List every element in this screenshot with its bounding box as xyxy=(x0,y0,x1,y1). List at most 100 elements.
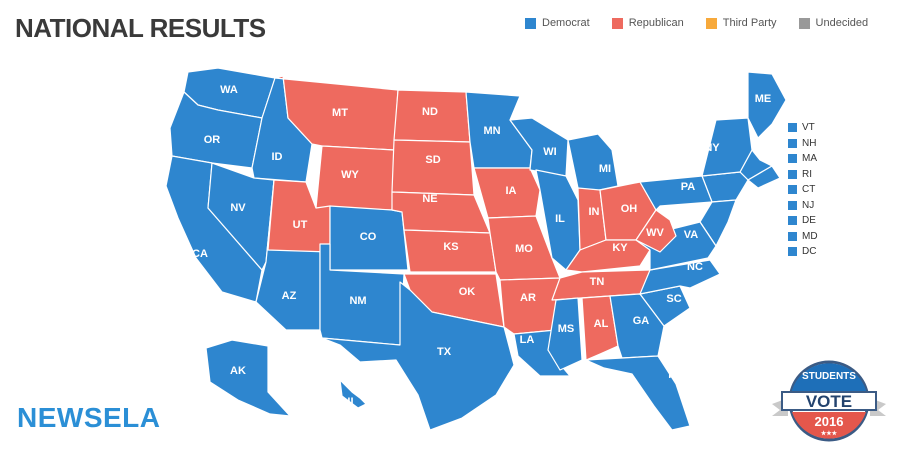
small-state-dc[interactable]: DC xyxy=(788,244,818,260)
legend-item-democrat: Democrat xyxy=(525,17,590,29)
small-state-swatch xyxy=(788,231,797,241)
small-state-ri[interactable]: RI xyxy=(788,167,818,183)
state-label-wa: WA xyxy=(220,84,238,96)
state-label-hi: HI xyxy=(343,396,354,408)
students-vote-2016-badge: STUDENTS VOTE 2016 ★★★ xyxy=(772,360,886,442)
state-fl[interactable] xyxy=(585,355,691,431)
state-label-oh: OH xyxy=(621,203,638,215)
state-label-ak: AK xyxy=(230,365,246,377)
state-label-wi: WI xyxy=(543,146,556,158)
state-label-ga: GA xyxy=(633,315,650,327)
state-label-tn: TN xyxy=(590,276,605,288)
state-label-in: IN xyxy=(589,206,600,218)
legend-item-republican: Republican xyxy=(611,17,684,29)
state-label-me: ME xyxy=(755,93,772,105)
state-ia[interactable] xyxy=(473,167,541,219)
state-label-tx: TX xyxy=(437,346,452,358)
state-hi[interactable] xyxy=(339,379,367,409)
state-label-mn: MN xyxy=(483,125,500,137)
newsela-logo: NEWSELA xyxy=(17,402,161,433)
state-label-or: OR xyxy=(204,134,221,146)
state-label-id: ID xyxy=(272,151,283,163)
state-label-sc: SC xyxy=(666,293,681,305)
small-state-label: NH xyxy=(802,137,817,149)
state-tx[interactable] xyxy=(321,281,515,431)
state-ak[interactable] xyxy=(205,339,291,417)
small-state-swatch xyxy=(788,138,797,148)
legend-label-republican: Republican xyxy=(628,17,684,29)
state-label-il: IL xyxy=(555,213,565,225)
small-states-list: VT NH MA RI CT NJ DE MD DC xyxy=(788,120,818,260)
legend-swatch-third-party xyxy=(705,17,717,29)
badge-year-text: 2016 xyxy=(815,414,844,429)
small-state-label: MA xyxy=(802,153,817,165)
legend: Democrat Republican Third Party Undecide… xyxy=(525,17,868,29)
small-state-nh[interactable]: NH xyxy=(788,136,818,152)
state-ms[interactable] xyxy=(547,297,583,371)
state-label-pa: PA xyxy=(681,181,696,193)
small-state-md[interactable]: MD xyxy=(788,229,818,245)
state-label-ks: KS xyxy=(443,241,458,253)
state-label-az: AZ xyxy=(282,290,297,302)
state-label-al: AL xyxy=(594,318,609,330)
state-label-nd: ND xyxy=(422,106,438,118)
small-state-swatch xyxy=(788,216,797,226)
state-ne[interactable] xyxy=(391,191,491,234)
small-state-de[interactable]: DE xyxy=(788,213,818,229)
page-title: NATIONAL RESULTS xyxy=(15,13,266,43)
badge-top-band xyxy=(792,363,866,392)
small-state-ct[interactable]: CT xyxy=(788,182,818,198)
state-al[interactable] xyxy=(581,295,619,361)
legend-swatch-undecided xyxy=(798,17,810,29)
state-label-mo: MO xyxy=(515,243,533,255)
legend-item-undecided: Undecided xyxy=(798,17,869,29)
legend-label-undecided: Undecided xyxy=(815,17,869,29)
small-state-label: DE xyxy=(802,215,816,227)
small-state-ma[interactable]: MA xyxy=(788,151,818,167)
small-state-swatch xyxy=(788,169,797,179)
state-label-ky: KY xyxy=(612,242,628,254)
small-state-swatch xyxy=(788,200,797,210)
state-label-nv: NV xyxy=(230,202,246,214)
legend-item-third-party: Third Party xyxy=(705,17,777,29)
state-pa[interactable] xyxy=(639,175,713,211)
small-state-swatch xyxy=(788,123,797,133)
state-label-mi: MI xyxy=(599,163,611,175)
state-shape-northeast-2[interactable] xyxy=(747,165,781,189)
legend-label-democrat: Democrat xyxy=(542,17,590,29)
state-sd[interactable] xyxy=(391,139,475,196)
state-label-ca: CA xyxy=(192,248,208,260)
badge-stars: ★★★ xyxy=(821,430,838,437)
state-label-ut: UT xyxy=(293,219,308,231)
legend-label-third-party: Third Party xyxy=(722,17,777,29)
badge-vote-band xyxy=(781,391,877,411)
state-label-va: VA xyxy=(684,229,699,241)
small-state-label: NJ xyxy=(802,199,815,211)
state-label-ny: NY xyxy=(704,142,720,154)
state-ar[interactable] xyxy=(499,277,561,335)
small-state-label: VT xyxy=(802,122,815,134)
small-state-label: DC xyxy=(802,246,817,258)
badge-vote-text: VOTE xyxy=(806,392,852,411)
state-label-wy: WY xyxy=(341,169,359,181)
state-ny[interactable] xyxy=(701,117,753,177)
state-label-fl: FL xyxy=(668,369,682,381)
state-wv[interactable] xyxy=(635,209,677,253)
state-label-sd: SD xyxy=(425,154,440,166)
small-state-swatch xyxy=(788,247,797,257)
small-state-vt[interactable]: VT xyxy=(788,120,818,136)
state-me[interactable] xyxy=(747,71,787,139)
state-label-wv: WV xyxy=(646,227,664,239)
small-state-label: RI xyxy=(802,168,812,180)
state-label-nm: NM xyxy=(349,295,366,307)
state-label-ms: MS xyxy=(558,323,575,335)
state-label-nc: NC xyxy=(687,261,703,273)
small-state-label: CT xyxy=(802,184,816,196)
small-state-swatch xyxy=(788,154,797,164)
small-state-nj[interactable]: NJ xyxy=(788,198,818,214)
legend-swatch-republican xyxy=(611,17,623,29)
badge-bottom-band xyxy=(792,412,866,439)
state-label-ne: NE xyxy=(422,193,437,205)
badge-students-text: STUDENTS xyxy=(802,371,856,382)
